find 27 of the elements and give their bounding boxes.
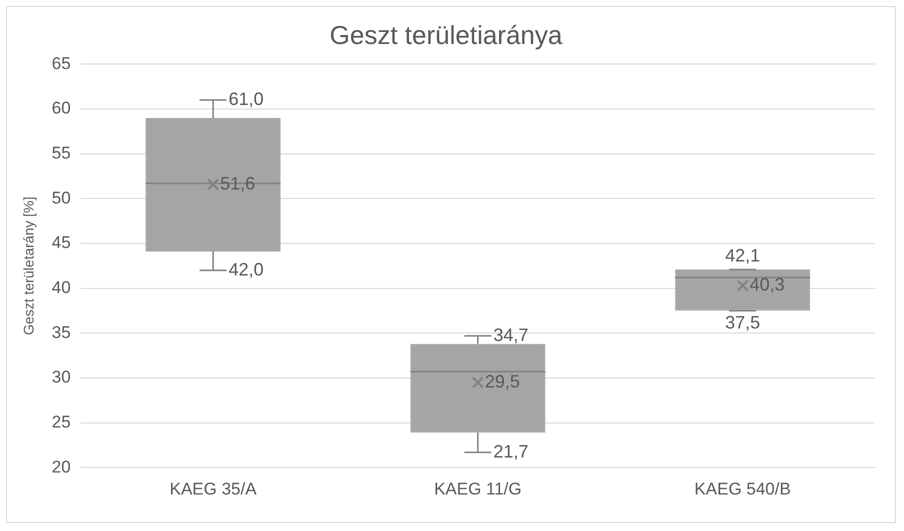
data-label: 51,6 [220, 173, 256, 194]
annotation: 61,0 [228, 89, 264, 110]
y-tick-label: 25 [52, 412, 71, 432]
y-tick-label: 40 [52, 278, 71, 297]
y-tick-label: 30 [52, 368, 71, 387]
y-tick-label: 65 [52, 54, 71, 73]
annotation: 42,1 [725, 245, 760, 266]
point [736, 280, 749, 292]
x-tick-label: KAEG 11/G [434, 479, 522, 498]
point [207, 178, 220, 190]
annotation: 42,0 [228, 259, 264, 280]
chart-title: Geszt területiaránya [330, 20, 563, 50]
x-tick-label: KAEG 540/B [694, 479, 791, 498]
y-tick-label: 20 [52, 457, 71, 476]
x-tick-label: KAEG 35/A [170, 479, 258, 498]
annotation: 34,7 [493, 324, 528, 345]
point [472, 376, 484, 388]
y-tick-label: 60 [52, 98, 71, 118]
y-tick-label: 55 [52, 144, 71, 163]
data-label: 29,5 [484, 371, 520, 392]
y-tick-label: 45 [52, 233, 71, 252]
annotation: 37,5 [725, 312, 760, 333]
y-tick-label: 50 [52, 188, 71, 208]
y-tick-label: 35 [52, 322, 71, 342]
annotation: 21,7 [493, 441, 528, 462]
data-label: 40,3 [750, 274, 785, 295]
y-axis-title: Geszt területarány [%] [20, 196, 36, 336]
